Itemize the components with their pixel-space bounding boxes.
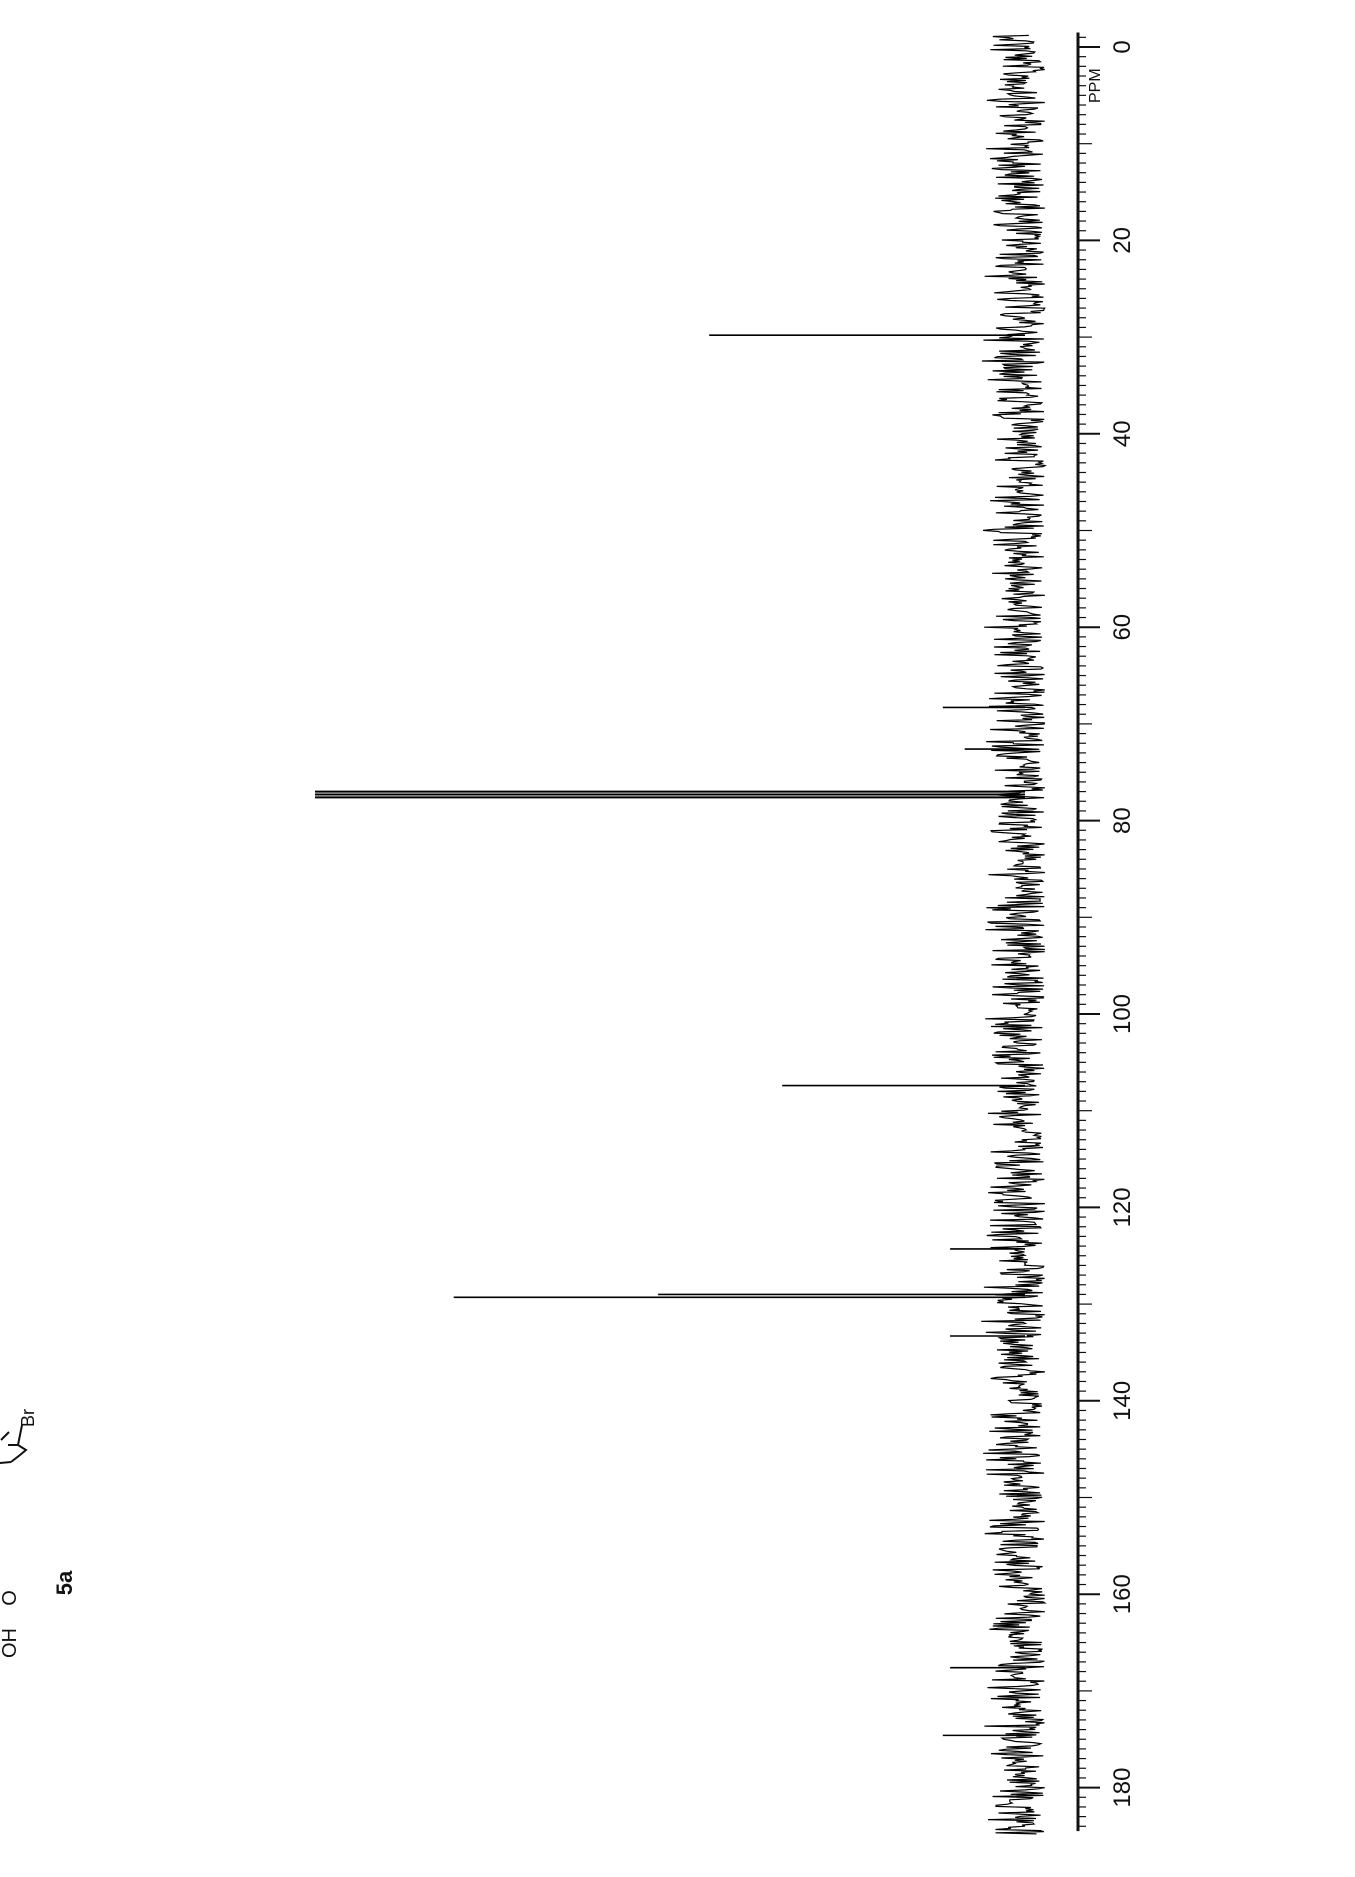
tick-label-40: 40 (1109, 420, 1136, 447)
carbonyl-oxygen-label: O (0, 1590, 21, 1606)
tick-label-80: 80 (1109, 807, 1136, 834)
tick-label-180: 180 (1109, 1768, 1136, 1808)
tick-label-0: 0 (1109, 40, 1136, 53)
spectrum-peaks (315, 334, 1025, 1737)
tick-label-100: 100 (1109, 994, 1136, 1034)
compound-label-5a: 5a (52, 1570, 77, 1595)
chemical-structure: Br 5a O OH (0, 1409, 77, 1658)
tick-label-160: 160 (1109, 1574, 1136, 1614)
tick-label-20: 20 (1109, 227, 1136, 254)
tick-label-120: 120 (1109, 1187, 1136, 1227)
bromo-bond (17, 1424, 23, 1446)
ppm-axis: 0 20 40 60 80 100 120 140 160 180 (1076, 32, 1136, 1832)
hydroxyl-label: OH (0, 1628, 21, 1658)
axis-title-ppm: PPM (1087, 68, 1104, 103)
baseline-noise (981, 34, 1047, 1835)
tick-label-60: 60 (1109, 614, 1136, 641)
bromine-label: Br (18, 1409, 38, 1427)
aromatic-ring-fragment (0, 1431, 28, 1464)
tick-label-140: 140 (1109, 1381, 1136, 1421)
noise-trace (981, 34, 1047, 1835)
